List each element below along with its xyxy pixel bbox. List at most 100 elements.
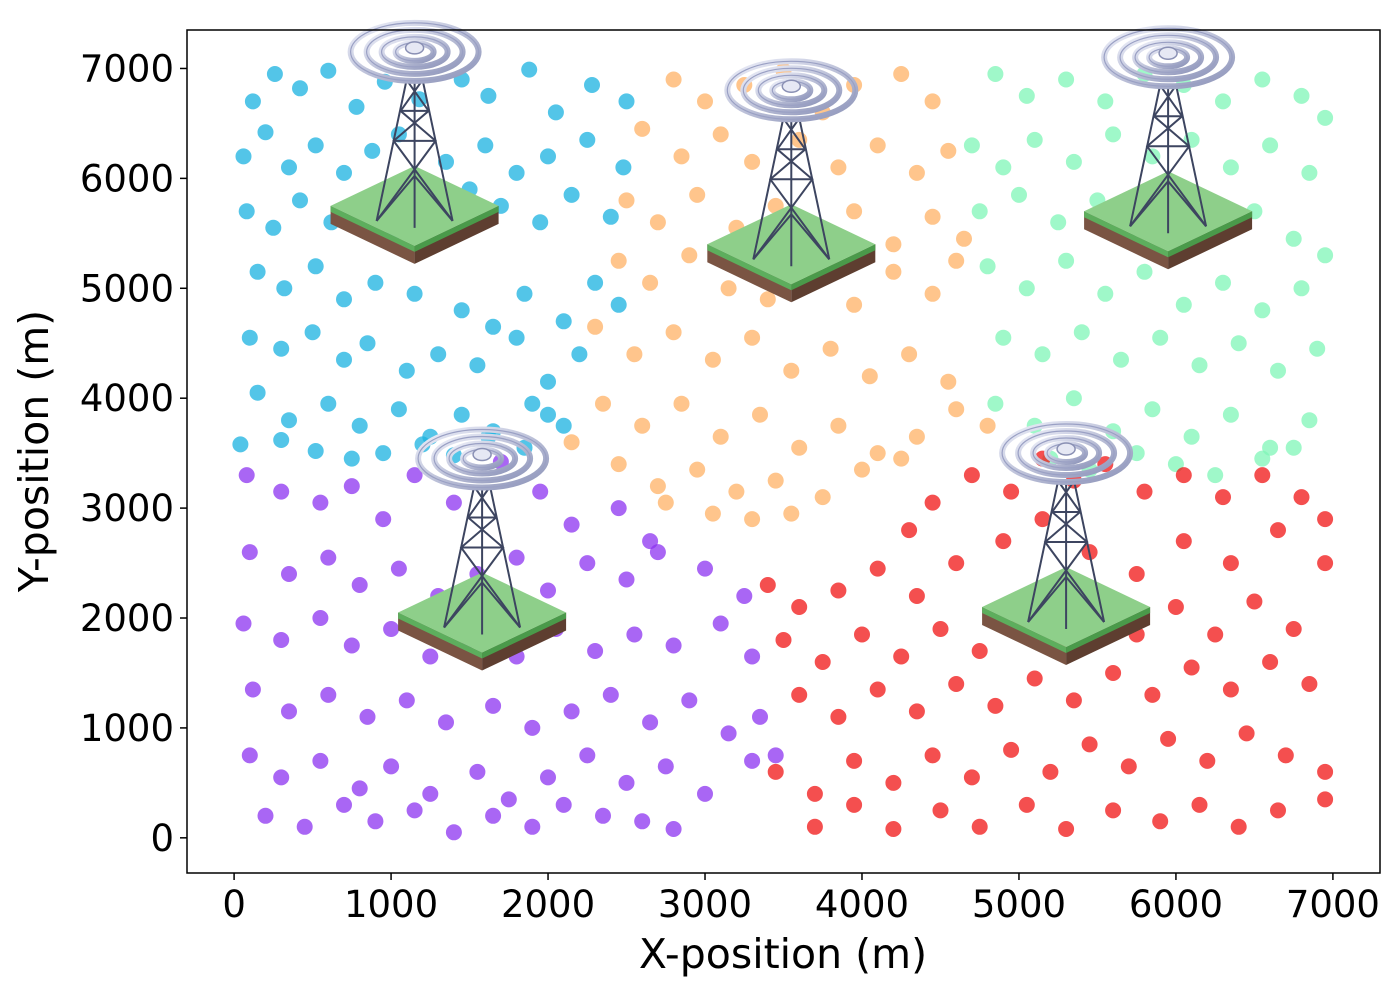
data-point: [602, 686, 619, 703]
data-point: [563, 434, 580, 451]
data-point: [587, 643, 604, 659]
data-point: [235, 615, 252, 632]
data-point: [281, 159, 297, 176]
data-point: [547, 104, 564, 121]
data-point: [1113, 351, 1129, 368]
data-point: [1254, 71, 1271, 88]
data-point: [524, 719, 541, 736]
data-point: [814, 654, 831, 670]
data-point: [296, 818, 313, 835]
data-point: [689, 461, 706, 478]
data-point: [634, 813, 651, 830]
data-point: [453, 302, 470, 319]
data-point: [626, 346, 643, 363]
data-point: [304, 324, 321, 341]
data-point: [846, 296, 863, 313]
data-point: [508, 549, 525, 566]
data-point: [540, 406, 556, 423]
data-point: [791, 599, 808, 615]
data-point: [579, 131, 596, 148]
data-point: [1018, 87, 1035, 104]
plot-frame: [186, 29, 1381, 874]
data-point: [1065, 692, 1082, 709]
data-point: [540, 769, 556, 786]
data-point: [932, 802, 949, 819]
data-point: [532, 483, 549, 500]
data-point: [759, 577, 776, 593]
data-point: [673, 148, 690, 165]
data-point: [540, 582, 556, 599]
data-point: [232, 436, 249, 453]
data-point: [901, 522, 918, 539]
y-axis-label: Y-position (m): [10, 310, 58, 593]
data-point: [885, 263, 902, 280]
data-point: [987, 395, 1004, 412]
data-point: [1175, 467, 1192, 484]
data-point: [438, 714, 454, 731]
data-point: [1285, 230, 1302, 247]
data-point: [320, 686, 337, 703]
data-point: [602, 208, 619, 225]
data-point: [320, 62, 337, 79]
data-point: [1175, 533, 1192, 550]
data-point: [375, 445, 392, 462]
data-point: [555, 796, 572, 813]
data-point: [390, 401, 407, 418]
data-point: [869, 681, 886, 698]
data-point: [307, 443, 324, 459]
data-point: [634, 120, 651, 137]
data-point: [1238, 725, 1255, 742]
data-point: [712, 428, 729, 445]
x-tick-label: 2000: [501, 883, 595, 926]
data-point: [1167, 599, 1184, 615]
data-point: [830, 159, 847, 176]
data-point: [610, 456, 627, 473]
data-point: [1317, 247, 1334, 264]
data-point: [1254, 467, 1271, 484]
data-point: [956, 230, 972, 247]
data-point: [1222, 159, 1239, 176]
data-point: [615, 159, 632, 176]
data-point: [555, 417, 572, 434]
data-point: [1262, 137, 1279, 154]
data-point: [281, 412, 297, 429]
data-point: [320, 395, 337, 412]
data-point: [642, 274, 659, 291]
data-point: [422, 785, 439, 802]
data-point: [854, 461, 870, 478]
data-point: [846, 752, 863, 769]
data-point: [540, 373, 556, 390]
data-point: [1144, 686, 1161, 703]
data-point: [1144, 401, 1161, 418]
data-point: [665, 637, 682, 654]
y-tick-label: 7000: [80, 47, 174, 90]
data-point: [924, 208, 941, 225]
data-point: [995, 329, 1012, 346]
data-point: [500, 791, 517, 808]
data-point: [783, 362, 800, 379]
data-point: [244, 93, 261, 110]
data-point: [477, 137, 494, 154]
data-point: [1018, 796, 1035, 813]
data-point: [649, 544, 666, 561]
data-point: [1285, 621, 1302, 637]
data-point: [712, 126, 729, 143]
data-point: [963, 137, 980, 154]
data-point: [1058, 252, 1075, 269]
data-point: [1254, 450, 1271, 467]
data-point: [1230, 335, 1247, 352]
data-point: [359, 335, 376, 352]
data-point: [1105, 665, 1122, 681]
data-point: [830, 708, 847, 725]
data-point: [273, 632, 290, 648]
data-point: [307, 258, 324, 275]
data-point: [257, 807, 274, 824]
data-point: [430, 346, 447, 363]
data-point: [830, 417, 847, 434]
data-point: [1191, 796, 1208, 813]
x-tick-label: 1000: [344, 883, 438, 926]
data-point: [1199, 752, 1216, 769]
y-tick-label: 4000: [80, 377, 174, 420]
data-point: [1167, 456, 1184, 473]
data-point: [524, 818, 541, 835]
